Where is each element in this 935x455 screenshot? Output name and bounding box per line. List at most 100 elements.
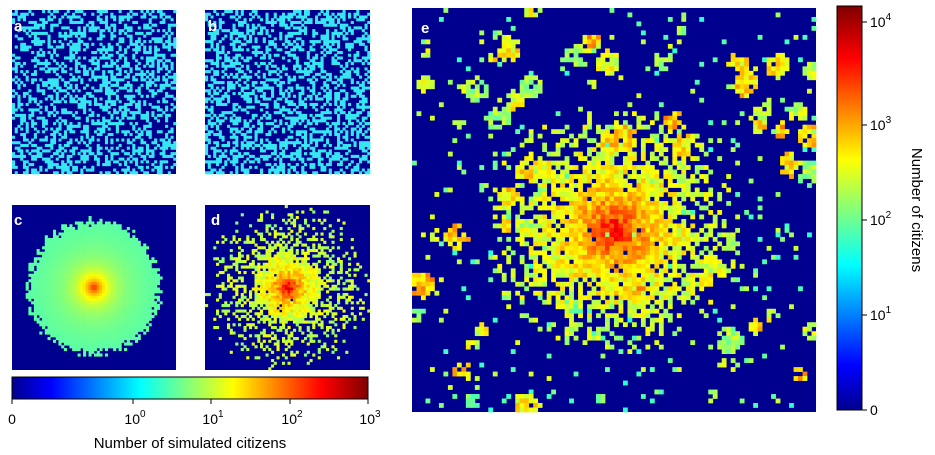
heatmap-cell (94, 317, 98, 321)
heatmap-cell (124, 317, 128, 321)
heatmap-cell (260, 138, 264, 142)
heatmap-cell (356, 154, 360, 158)
heatmap-cell (210, 40, 214, 44)
heatmap-cell (96, 331, 100, 335)
heatmap-cell (28, 94, 32, 98)
heatmap-cell (96, 89, 100, 93)
heatmap-cell (290, 251, 294, 255)
heatmap-cell (104, 154, 109, 158)
heatmap-cell (85, 295, 89, 299)
heatmap-cell (218, 154, 222, 158)
heatmap-cell (61, 146, 65, 150)
heatmap-cell (271, 40, 275, 44)
heatmap-cell (271, 257, 275, 261)
heatmap-cell (306, 53, 310, 57)
heatmap-cell (107, 304, 111, 308)
heatmap-cell (282, 105, 286, 109)
heatmap-cell (22, 92, 27, 96)
heatmap-cell (218, 133, 222, 137)
heatmap-cell (77, 48, 81, 52)
heatmap-cell (216, 116, 220, 120)
heatmap-cell (339, 75, 343, 79)
heatmap-cell (22, 48, 27, 52)
heatmap-cell (53, 282, 57, 286)
heatmap-cell (254, 130, 258, 134)
heatmap-cell (251, 251, 255, 255)
heatmap-cell (243, 143, 247, 148)
heatmap-cell (210, 37, 214, 41)
heatmap-cell (61, 232, 65, 236)
heatmap-cell (91, 246, 95, 250)
heatmap-cell (44, 243, 48, 247)
heatmap-cell (50, 138, 54, 142)
heatmap-cell (312, 86, 316, 90)
heatmap-cell (63, 317, 68, 321)
heatmap-cell (77, 249, 81, 253)
heatmap-cell (320, 56, 324, 60)
heatmap-cell (337, 45, 341, 49)
heatmap-cell (243, 168, 247, 172)
heatmap-cell (66, 240, 70, 244)
heatmap-cell (55, 290, 59, 294)
heatmap-cell (145, 260, 150, 264)
heatmap-cell (135, 276, 139, 280)
heatmap-cell (50, 268, 54, 272)
heatmap-cell (320, 64, 324, 68)
heatmap-cell (77, 232, 81, 236)
heatmap-cell (243, 37, 247, 41)
heatmap-cell (331, 229, 335, 233)
heatmap-cell (53, 276, 57, 280)
heatmap-cell (238, 20, 242, 25)
heatmap-cell (167, 59, 171, 63)
heatmap-cell (124, 70, 128, 74)
heatmap-cell (113, 257, 117, 261)
heatmap-cell (287, 94, 291, 98)
heatmap-cell (135, 301, 139, 305)
heatmap-cell (137, 298, 141, 302)
heatmap-cell (361, 105, 365, 109)
heatmap-cell (91, 306, 95, 310)
heatmap-cell (298, 12, 302, 16)
heatmap-cell (124, 271, 128, 275)
heatmap-cell (312, 67, 316, 71)
heatmap-cell (287, 92, 291, 96)
heatmap-cell (58, 337, 62, 341)
heatmap-cell (47, 323, 51, 327)
heatmap-cell (315, 152, 319, 156)
heatmap-cell (58, 232, 62, 236)
heatmap-cell (77, 265, 81, 269)
heatmap-cell (137, 133, 141, 137)
heatmap-cell (126, 15, 130, 19)
heatmap-cell (287, 251, 291, 255)
heatmap-cell (154, 138, 158, 142)
heatmap-cell (356, 102, 360, 107)
heatmap-cell (69, 78, 73, 82)
heatmap-cell (80, 249, 84, 253)
heatmap-cell (140, 133, 144, 137)
heatmap-cell (124, 108, 128, 112)
heatmap-cell (235, 171, 239, 175)
heatmap-cell (129, 276, 133, 280)
heatmap-cell (63, 70, 68, 74)
heatmap-cell (173, 75, 177, 79)
heatmap-cell (309, 238, 313, 242)
heatmap-cell (221, 135, 225, 139)
heatmap-cell (159, 301, 163, 305)
heatmap-cell (31, 51, 35, 55)
heatmap-cell (55, 284, 59, 288)
heatmap-cell (115, 146, 119, 150)
heatmap-cell (126, 309, 130, 313)
heatmap-cell (140, 254, 144, 258)
heatmap-cell (154, 260, 158, 264)
heatmap-cell (221, 171, 225, 175)
heatmap-cell (69, 240, 73, 244)
heatmap-cell (88, 317, 92, 321)
heatmap-cell (265, 15, 269, 19)
heatmap-cell (110, 53, 114, 57)
heatmap-cell (126, 232, 130, 236)
heatmap-cell (290, 124, 294, 128)
heatmap-cell (42, 40, 46, 44)
heatmap-cell (342, 111, 346, 115)
heatmap-cell (63, 81, 68, 85)
heatmap-cell (50, 154, 54, 158)
